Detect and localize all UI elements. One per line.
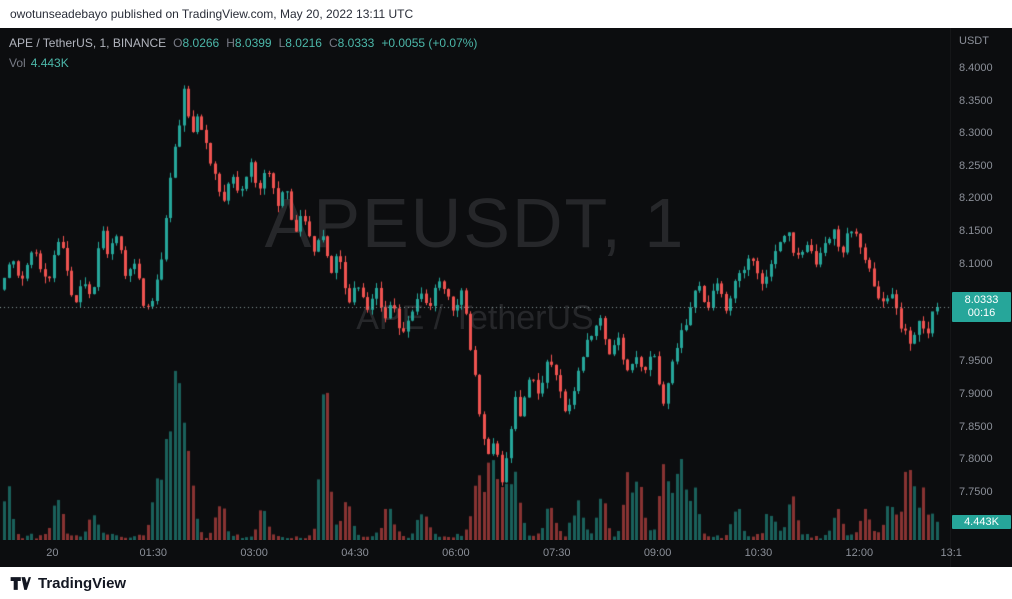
candlestick-canvas[interactable] xyxy=(0,28,950,540)
close-value: 8.0333 xyxy=(337,36,375,50)
time-axis-label: 20 xyxy=(46,547,59,559)
price-axis-label: 7.9500 xyxy=(959,355,993,368)
time-axis-label: 06:00 xyxy=(442,547,470,559)
low-value: 8.0216 xyxy=(285,36,322,50)
last-price-value: 8.0333 xyxy=(964,294,999,307)
symbol-title[interactable]: APE / TetherUS, 1, BINANCE xyxy=(9,36,167,50)
bar-countdown: 00:16 xyxy=(967,307,996,320)
price-axis-label: 7.9000 xyxy=(959,387,993,400)
time-axis-label: 04:30 xyxy=(341,547,369,559)
volume-label: Vol xyxy=(9,56,26,70)
price-axis-label: 7.7500 xyxy=(959,485,993,498)
time-axis-label: 10:30 xyxy=(744,547,773,559)
high-label: H xyxy=(226,36,235,50)
time-axis[interactable]: 20 01:30 03:00 04:30 06:00 07:30 09:00 10:30 12:… xyxy=(0,540,1012,567)
time-axis-label: 07:30 xyxy=(542,547,571,559)
time-axis-label: 12:00 xyxy=(845,547,874,559)
price-axis-label: 8.2500 xyxy=(959,159,993,172)
price-axis-label: 8.2000 xyxy=(959,192,993,205)
brand-name[interactable]: TradingView xyxy=(38,574,127,592)
time-axis-label: 01:30 xyxy=(139,547,168,559)
footer-bar: TradingView xyxy=(0,567,1012,599)
open-label: O xyxy=(173,36,183,50)
open-value: 8.0266 xyxy=(182,36,220,50)
attribution-text: owotunseadebayo published on TradingView… xyxy=(10,7,414,21)
volume-value: 4.443K xyxy=(30,56,69,70)
price-axis-label: 8.1000 xyxy=(959,257,993,270)
price-axis[interactable]: USDT 8.0333 00:16 4.443K 8.4000 8.3500 8.3… xyxy=(950,28,1012,567)
close-label: C xyxy=(328,36,338,50)
chart-region: APEUSDT, 1 APE / TetherUS APE / TetherUS… xyxy=(0,28,1012,567)
price-axis-label: 7.8000 xyxy=(959,453,993,466)
low-label: L xyxy=(278,36,286,50)
time-axis-label: 09:00 xyxy=(643,547,672,559)
change-value: +0.0055 (+0.07%) xyxy=(381,36,478,50)
price-axis-label: 8.3500 xyxy=(959,94,993,107)
high-value: 8.0399 xyxy=(234,36,272,50)
price-axis-label: 8.1500 xyxy=(959,224,993,237)
header-bar: owotunseadebayo published on TradingView… xyxy=(0,0,1012,28)
time-axis-label: 03:00 xyxy=(240,547,268,559)
tradingview-logo-icon[interactable] xyxy=(10,575,31,592)
price-axis-label: 8.4000 xyxy=(959,61,993,74)
legend-volume-row: Vol 4.443K xyxy=(9,56,477,71)
legend-symbol-row: APE / TetherUS, 1, BINANCE O8.0266 H8.0399… xyxy=(9,36,477,51)
time-axis-label: 13:1 xyxy=(940,547,962,559)
price-axis-label: 7.8500 xyxy=(959,420,993,433)
price-axis-unit: USDT xyxy=(959,35,989,47)
last-volume-badge: 4.443K xyxy=(952,514,1011,529)
price-axis-label: 8.3000 xyxy=(959,127,993,140)
last-price-badge: 8.0333 00:16 xyxy=(952,292,1011,323)
chart-legend: APE / TetherUS, 1, BINANCE O8.0266 H8.0399… xyxy=(9,36,477,71)
